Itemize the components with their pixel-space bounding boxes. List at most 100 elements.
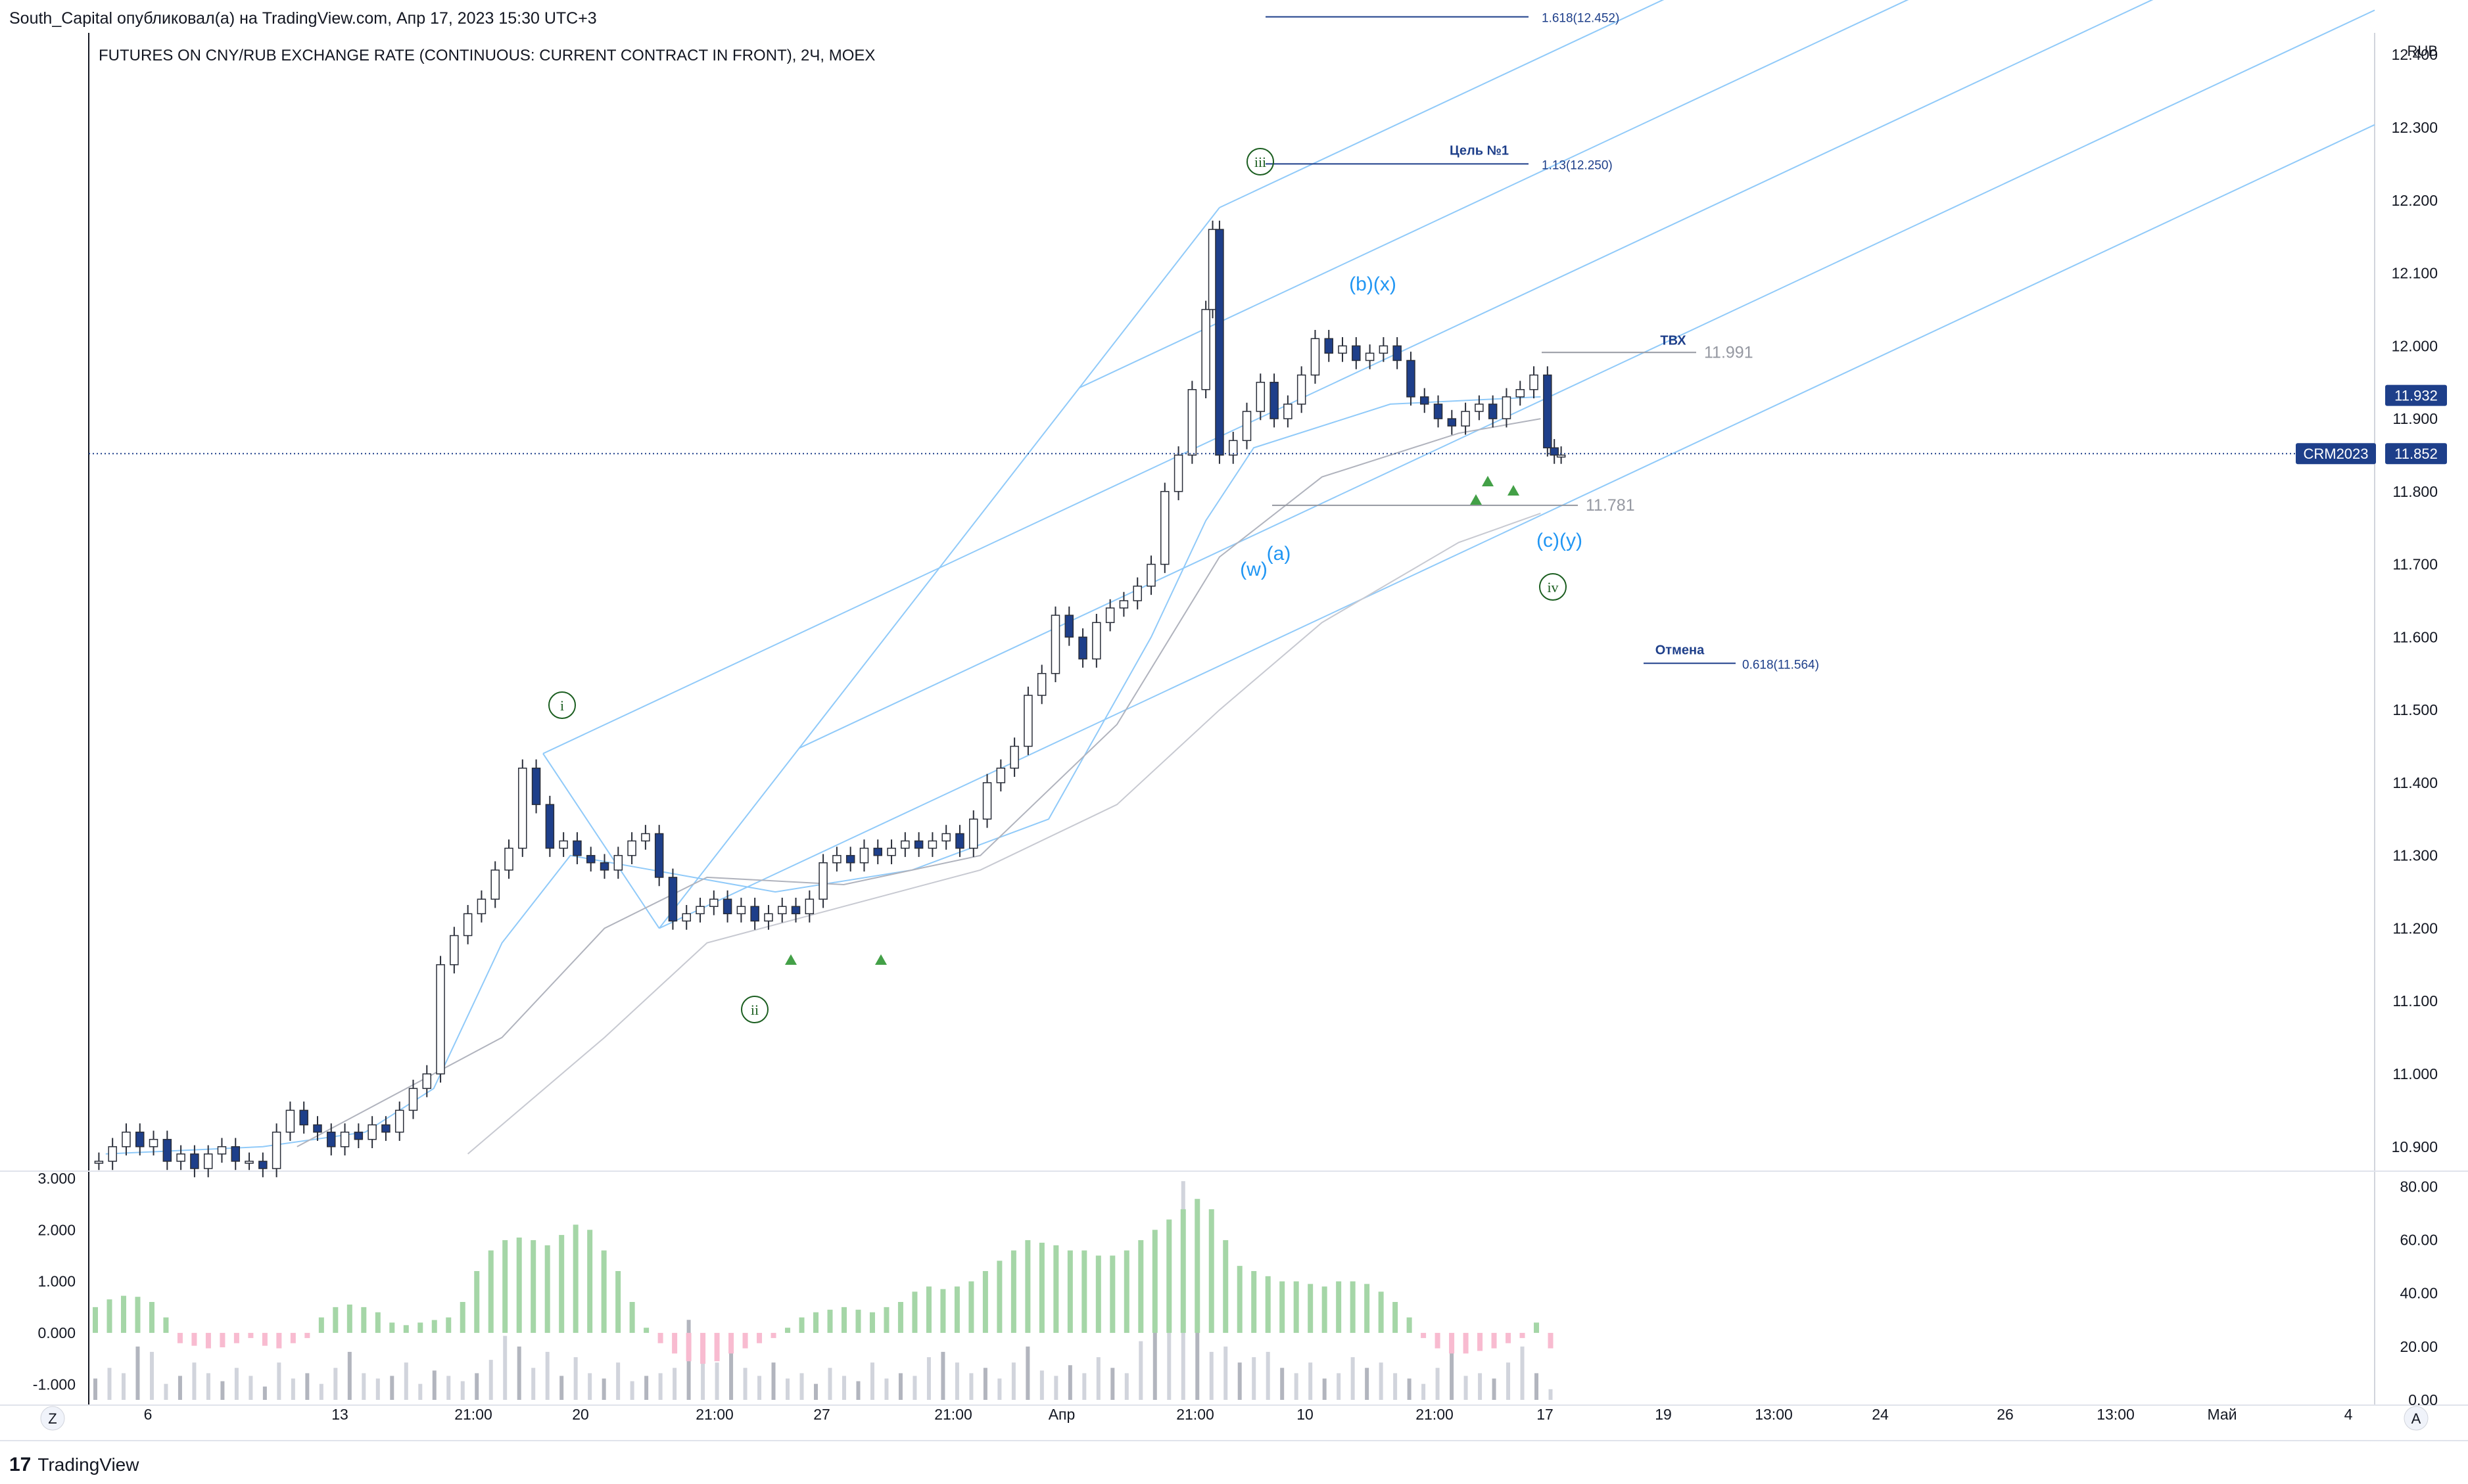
candle-body	[1187, 389, 1197, 456]
histogram-bar	[827, 1309, 833, 1333]
volume-bar	[1463, 1376, 1468, 1400]
histogram-bar	[1279, 1281, 1285, 1333]
volume-bar	[1124, 1373, 1129, 1400]
histogram-bar	[417, 1322, 423, 1333]
last-price-value: 11.932	[2394, 388, 2438, 404]
volume-y-tick: 60.00	[2400, 1231, 2438, 1248]
histogram-bar	[644, 1328, 650, 1333]
candle-body	[354, 1131, 364, 1140]
moving-average-line-2	[297, 418, 1541, 1148]
candle-body	[245, 1161, 254, 1164]
symbol-tag-label: CRM2023	[2303, 446, 2368, 462]
auto-scale-button[interactable]	[2404, 1406, 2429, 1431]
volume-bar	[828, 1368, 832, 1400]
candle-body	[1228, 440, 1238, 456]
candle-body	[135, 1131, 145, 1148]
y-tick-label: 11.800	[2392, 483, 2438, 500]
candle-body	[1310, 338, 1320, 376]
volume-bar	[1039, 1370, 1044, 1400]
level-value: 1.13(12.250)	[1542, 158, 1613, 172]
current-price-value: 11.852	[2394, 446, 2438, 462]
histogram-bar	[1293, 1281, 1299, 1333]
candle-body	[394, 1109, 404, 1133]
candle-body	[518, 768, 527, 849]
volume-bar	[1054, 1376, 1058, 1400]
histogram-bar	[1251, 1270, 1257, 1333]
histogram-bar	[276, 1333, 282, 1349]
volume-bar	[531, 1368, 536, 1400]
oscillator-y-tick: 1.000	[37, 1273, 76, 1290]
volume-bar	[1223, 1346, 1228, 1400]
x-tick-label: 21:00	[934, 1406, 972, 1423]
candle-body	[190, 1153, 199, 1169]
candle-body	[777, 906, 787, 915]
wave-label: (w)	[1240, 559, 1268, 580]
candle-body	[1270, 381, 1279, 419]
volume-bar	[898, 1373, 903, 1400]
volume-y-tick: 40.00	[2400, 1285, 2438, 1302]
volume-bar	[1435, 1368, 1440, 1400]
histogram-bar	[968, 1281, 974, 1333]
volume-bar	[178, 1376, 182, 1400]
candle-body	[941, 833, 951, 842]
y-tick-label: 11.400	[2392, 774, 2438, 791]
candle-body	[436, 964, 445, 1075]
candle-body	[982, 782, 992, 820]
volume-bar	[1450, 1351, 1454, 1400]
histogram-bar	[1421, 1333, 1427, 1338]
candle-body	[1419, 396, 1429, 405]
volume-bar	[1337, 1373, 1341, 1400]
candle-body	[1379, 345, 1388, 354]
candle-body	[955, 833, 964, 849]
candle-body	[654, 833, 664, 878]
volume-bar	[1096, 1357, 1101, 1400]
volume-bar	[1294, 1373, 1298, 1400]
volume-bar	[1266, 1351, 1270, 1400]
volume-bar	[1152, 1309, 1157, 1400]
candle-body	[1365, 352, 1375, 361]
histogram-bar	[559, 1235, 565, 1333]
candle-body	[1037, 673, 1047, 696]
histogram-bar	[389, 1322, 395, 1333]
volume-bar	[1492, 1378, 1496, 1400]
candle-body	[299, 1109, 308, 1126]
volume-bar	[673, 1368, 677, 1400]
moving-average-line-1	[105, 396, 1541, 1155]
volume-bar	[1026, 1346, 1030, 1400]
x-tick-label: 26	[1997, 1406, 2014, 1423]
tradingview-logo-icon[interactable]: 17	[9, 1454, 32, 1475]
x-tick-label: 24	[1872, 1406, 1889, 1423]
candle-body	[381, 1124, 391, 1133]
candle-body	[1283, 404, 1293, 419]
x-tick-label: 21:00	[696, 1406, 734, 1423]
histogram-bar	[1435, 1333, 1440, 1349]
candle-body	[313, 1124, 322, 1133]
histogram-bar	[205, 1333, 211, 1349]
volume-bar	[1308, 1362, 1313, 1400]
candle-body	[682, 913, 691, 922]
histogram-bar	[516, 1238, 522, 1333]
histogram-bar	[728, 1333, 734, 1354]
volume-bar	[715, 1362, 719, 1400]
volume-bar	[1393, 1373, 1398, 1400]
histogram-bar	[107, 1299, 112, 1333]
histogram-bar	[997, 1261, 1003, 1333]
histogram-bar	[926, 1286, 932, 1333]
candle-body	[1242, 411, 1252, 442]
tradingview-brand[interactable]: TradingView	[37, 1454, 139, 1475]
histogram-bar	[220, 1333, 225, 1348]
zoom-button[interactable]	[40, 1406, 65, 1431]
histogram-bar	[431, 1320, 437, 1333]
volume-bar	[234, 1368, 239, 1400]
histogram-bar	[474, 1270, 480, 1333]
candle-body	[873, 847, 883, 856]
candle-body	[203, 1153, 213, 1169]
y-tick-label: 11.100	[2392, 992, 2438, 1009]
y-tick-label: 12.100	[2392, 265, 2438, 282]
volume-bar	[1209, 1351, 1214, 1400]
volume-bar	[1350, 1357, 1355, 1400]
histogram-bar	[940, 1289, 946, 1333]
volume-bar	[1167, 1325, 1172, 1400]
y-tick-label: 11.700	[2392, 556, 2438, 573]
